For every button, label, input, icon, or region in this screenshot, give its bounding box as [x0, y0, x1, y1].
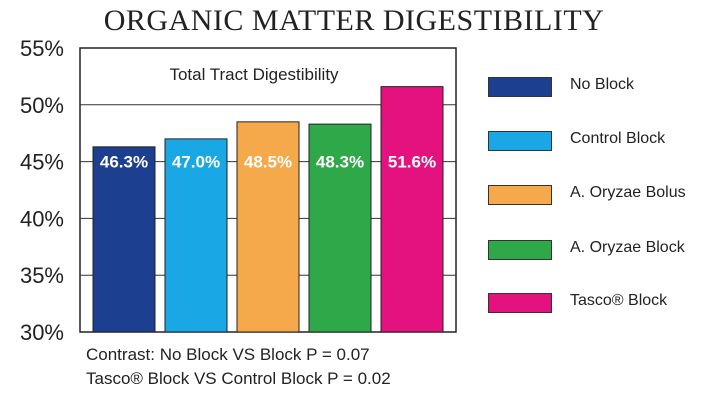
- bar-value-label: 46.3%: [100, 152, 148, 171]
- y-tick-label: 45%: [20, 150, 64, 175]
- tasco-note: Tasco® Block VS Control Block P = 0.02: [86, 369, 391, 388]
- legend-label: Tasco® Block: [570, 292, 668, 309]
- contrast-note: Contrast: No Block VS Block P = 0.07: [86, 345, 370, 364]
- bar: [164, 138, 228, 333]
- legend-swatch: [488, 77, 552, 97]
- bar-value-label: 48.5%: [244, 152, 292, 171]
- legend-label: A. Oryzae Block: [570, 239, 685, 256]
- chart-subtitle: Total Tract Digestibility: [169, 65, 339, 84]
- bar-value-label: 48.3%: [316, 152, 364, 171]
- bar: [380, 86, 444, 333]
- bar: [236, 121, 300, 333]
- legend-label: A. Oryzae Bolus: [570, 184, 686, 201]
- legend-swatch: [488, 185, 552, 205]
- bar-value-label: 47.0%: [172, 152, 220, 171]
- legend-swatch: [488, 131, 552, 151]
- legend-swatch: [488, 293, 552, 313]
- legend-swatch: [488, 240, 552, 260]
- bar: [92, 146, 156, 333]
- y-tick-label: 35%: [20, 263, 64, 288]
- bar-value-label: 51.6%: [388, 152, 436, 171]
- legend-label: Control Block: [570, 130, 666, 147]
- chart-title: ORGANIC MATTER DIGESTIBILITY: [103, 4, 605, 37]
- bar: [308, 123, 372, 333]
- y-tick-label: 50%: [20, 93, 64, 118]
- y-tick-label: 30%: [20, 320, 64, 345]
- legend-label: No Block: [570, 76, 635, 93]
- y-tick-label: 55%: [20, 36, 64, 61]
- y-tick-label: 40%: [20, 206, 64, 231]
